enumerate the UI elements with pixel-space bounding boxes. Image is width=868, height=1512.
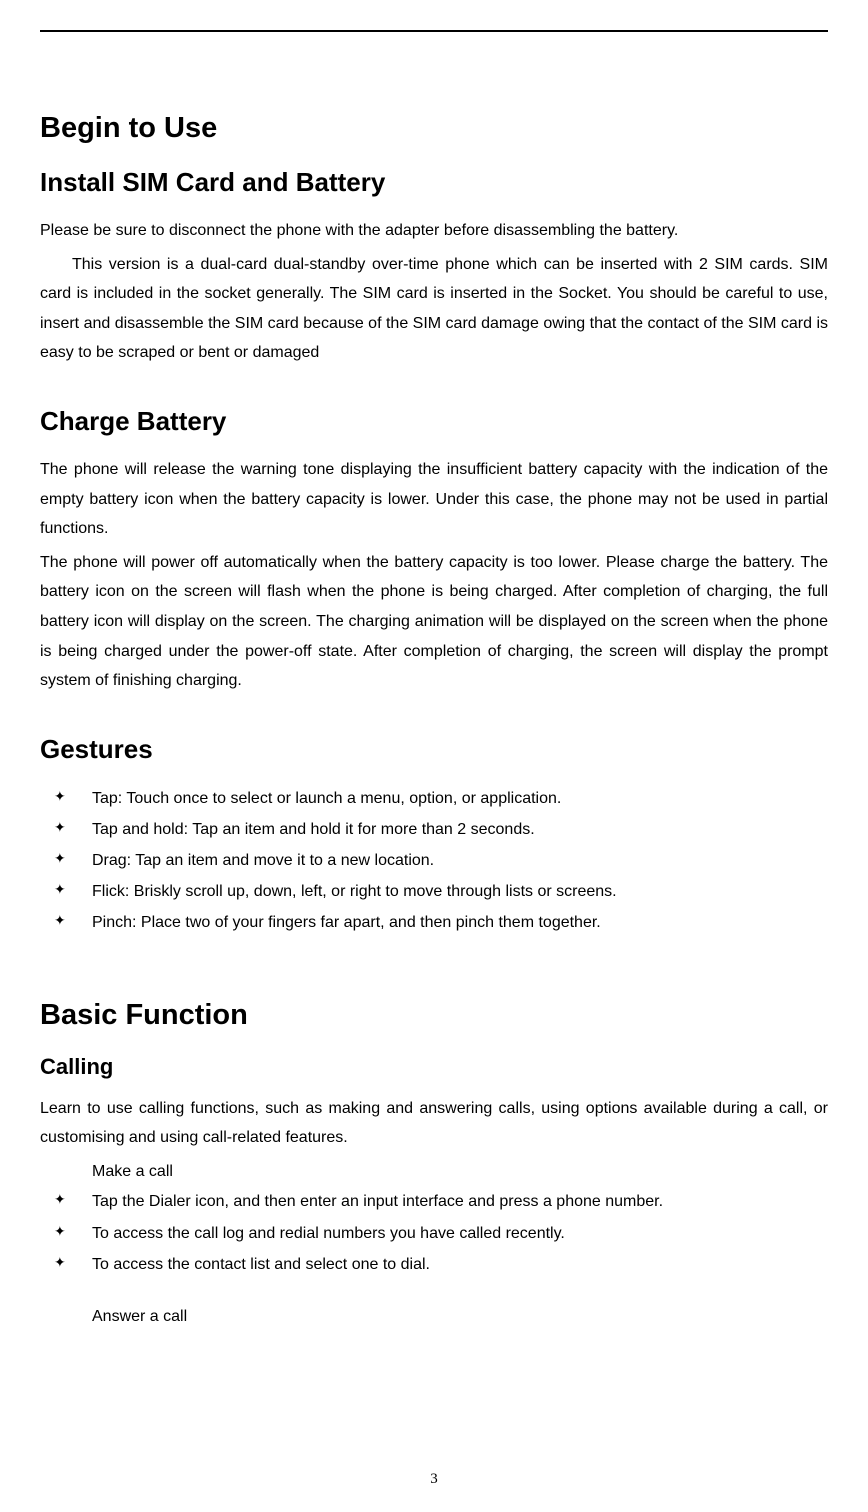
list-item: Drag: Tap an item and move it to a new l… (40, 845, 828, 876)
list-item: To access the call log and redial number… (40, 1218, 828, 1249)
para-install-2: This version is a dual-card dual-standby… (40, 250, 828, 368)
list-item: To access the contact list and select on… (40, 1249, 828, 1280)
heading-charge-battery: Charge Battery (40, 406, 828, 437)
list-item: Tap and hold: Tap an item and hold it fo… (40, 814, 828, 845)
label-answer-a-call: Answer a call (40, 1302, 828, 1332)
list-item: Tap the Dialer icon, and then enter an i… (40, 1186, 828, 1217)
document-page: Begin to Use Install SIM Card and Batter… (0, 0, 868, 1372)
heading-begin-to-use: Begin to Use (40, 112, 828, 145)
heading-install-sim: Install SIM Card and Battery (40, 167, 828, 198)
para-charge-1: The phone will release the warning tone … (40, 455, 828, 544)
make-call-list: Tap the Dialer icon, and then enter an i… (40, 1186, 828, 1280)
page-number: 3 (0, 1471, 868, 1488)
para-install-1: Please be sure to disconnect the phone w… (40, 216, 828, 246)
list-item: Flick: Briskly scroll up, down, left, or… (40, 876, 828, 907)
heading-calling: Calling (40, 1054, 828, 1080)
list-item: Pinch: Place two of your fingers far apa… (40, 907, 828, 938)
label-make-a-call: Make a call (40, 1157, 828, 1187)
list-item: Tap: Touch once to select or launch a me… (40, 783, 828, 814)
heading-basic-function: Basic Function (40, 999, 828, 1032)
heading-gestures: Gestures (40, 734, 828, 765)
para-charge-2: The phone will power off automatically w… (40, 548, 828, 696)
top-rule (40, 30, 828, 32)
gestures-list: Tap: Touch once to select or launch a me… (40, 783, 828, 939)
para-calling-1: Learn to use calling functions, such as … (40, 1094, 828, 1153)
